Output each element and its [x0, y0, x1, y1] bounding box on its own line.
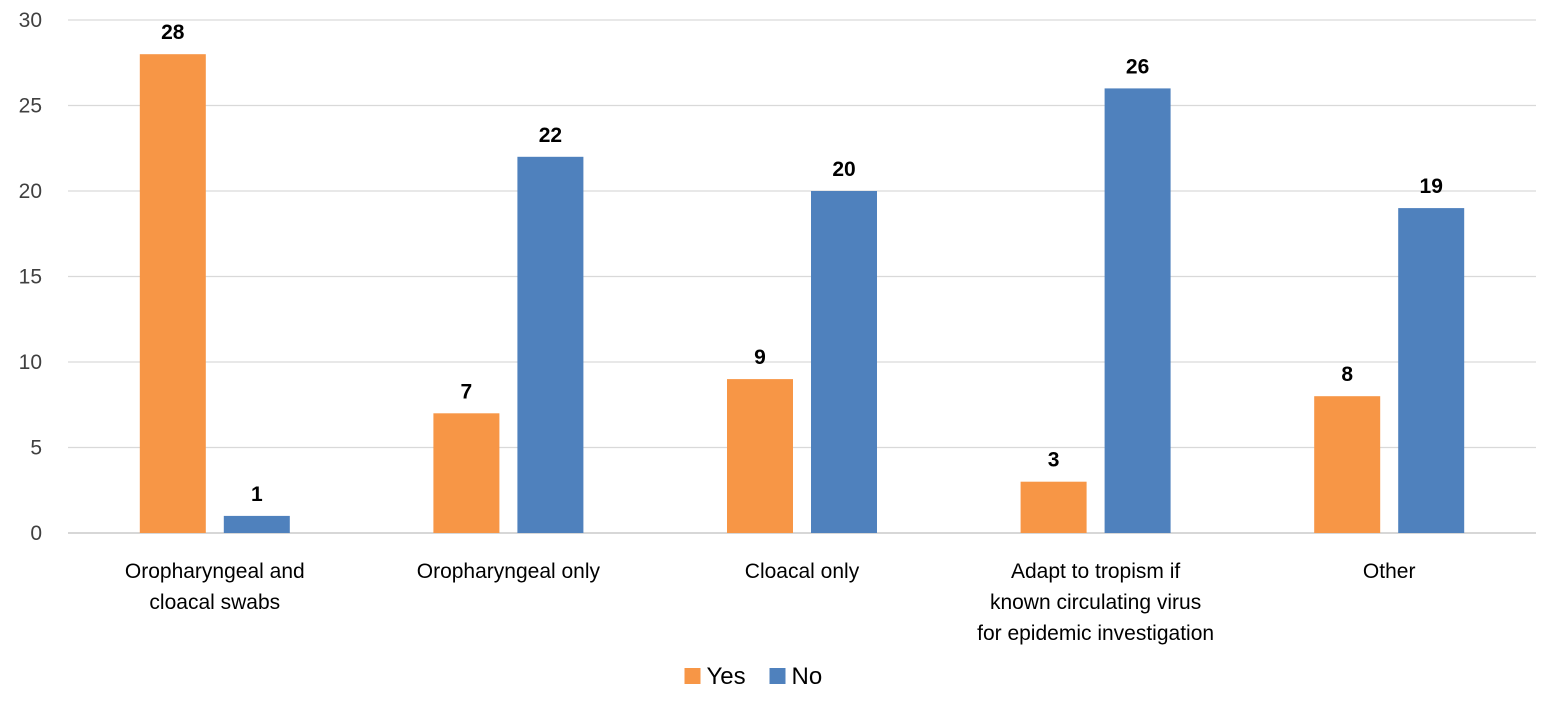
- data-label: 19: [1420, 175, 1443, 198]
- bar-no: [223, 515, 290, 533]
- bar-no: [1104, 88, 1171, 534]
- legend-label-yes: Yes: [707, 663, 746, 690]
- legend-swatch-yes: [684, 668, 701, 684]
- y-tick-label: 20: [19, 180, 42, 203]
- bar-no: [1398, 208, 1465, 533]
- data-label: 1: [251, 483, 263, 506]
- category-label: Oropharyngeal only: [417, 560, 601, 583]
- x-axis-categories: Oropharyngeal and cloacal swabs Oropharyng…: [125, 560, 1416, 645]
- legend-label-no: No: [792, 663, 823, 690]
- y-axis-ticks: 0 5 10 15 20 25 30: [19, 9, 42, 545]
- y-tick-label: 10: [19, 351, 42, 374]
- bar-yes: [727, 379, 793, 533]
- category-label: cloacal swabs: [149, 591, 280, 614]
- gridlines: [68, 19, 1536, 534]
- y-tick-label: 0: [30, 522, 42, 545]
- data-label: 7: [461, 380, 473, 403]
- data-label: 26: [1126, 55, 1149, 78]
- bar-yes: [1314, 396, 1381, 533]
- bars: [139, 54, 1465, 534]
- category-label: for epidemic investigation: [977, 622, 1214, 645]
- data-label: 9: [754, 346, 766, 369]
- bar-yes: [433, 413, 500, 533]
- data-label: 28: [161, 21, 185, 44]
- y-tick-label: 15: [19, 266, 42, 289]
- data-label: 3: [1048, 449, 1060, 472]
- y-tick-label: 5: [30, 437, 42, 460]
- legend: Yes No: [684, 663, 823, 690]
- bar-no: [811, 191, 877, 533]
- category-label: Adapt to tropism if: [1011, 560, 1180, 583]
- bar-yes: [139, 54, 206, 533]
- data-label: 20: [832, 158, 855, 181]
- data-label: 8: [1341, 363, 1353, 386]
- bar-yes: [1020, 481, 1087, 533]
- y-tick-label: 30: [19, 9, 42, 32]
- bar-no: [517, 156, 584, 534]
- data-label: 22: [539, 124, 562, 147]
- category-label: Cloacal only: [745, 560, 860, 583]
- data-labels: 28 1 7 22 9 20 3 26 8 19: [161, 21, 1443, 506]
- category-label: Other: [1363, 560, 1416, 583]
- y-tick-label: 25: [19, 95, 42, 118]
- category-label: Oropharyngeal and: [125, 560, 305, 583]
- legend-swatch-no: [769, 668, 786, 684]
- category-label: known circulating virus: [990, 591, 1201, 614]
